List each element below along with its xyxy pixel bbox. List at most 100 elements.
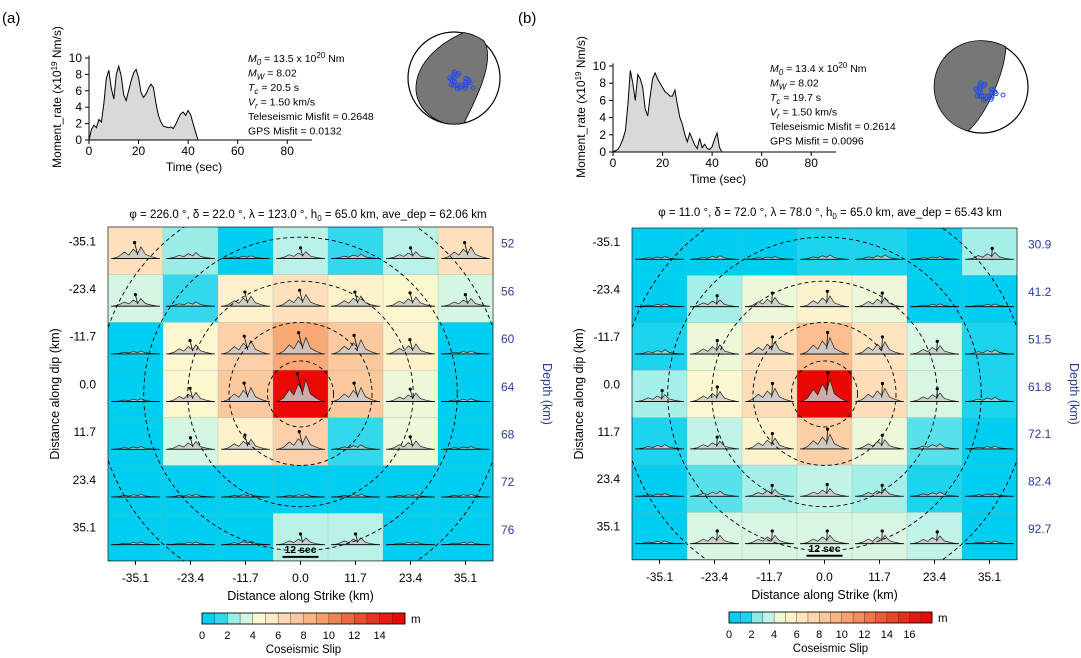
rake-arrow-head xyxy=(660,388,664,393)
rake-arrow-head xyxy=(770,381,775,386)
x-axis-title: Distance along Strike (km) xyxy=(227,589,374,603)
slip-cell xyxy=(631,275,688,324)
colorbar-segment xyxy=(807,611,820,624)
x-axis-title: Time (sec) xyxy=(166,160,222,174)
slip-cell xyxy=(327,465,384,514)
subfault-stf xyxy=(691,299,738,308)
slip-cell xyxy=(382,226,439,276)
slip-cell xyxy=(961,322,1018,371)
subfault-stf xyxy=(277,336,324,355)
slip-cell xyxy=(631,322,688,371)
y-tick-label: 23.4 xyxy=(597,472,621,486)
colorbar-tick-label: 8 xyxy=(300,630,306,642)
y-tick-label: 10 xyxy=(593,59,607,73)
y-tick-label: -11.7 xyxy=(594,330,621,344)
colorbar-segment xyxy=(740,611,753,624)
y-tick-label: 35.1 xyxy=(597,520,621,534)
slip-cell xyxy=(631,464,688,513)
colorbar-segment xyxy=(277,612,292,625)
subfault-waveforms xyxy=(635,246,1014,545)
slip-cell xyxy=(217,274,274,323)
rake-arrow-head xyxy=(826,371,830,375)
rake-arrow-head xyxy=(188,339,192,343)
subfault-stf xyxy=(222,295,269,307)
subfault-stf xyxy=(387,296,434,307)
y-tick-label: -35.1 xyxy=(69,234,97,248)
rake-arrow xyxy=(771,383,773,398)
y-tick-label: 10 xyxy=(69,51,83,65)
rake-arrow xyxy=(244,291,249,304)
slip-cell xyxy=(961,275,1018,324)
colorbar-segment xyxy=(366,612,381,625)
station-marker xyxy=(988,96,994,102)
rake-arrow xyxy=(716,340,718,352)
station-marker xyxy=(973,86,979,92)
colorbar-tick-label: 10 xyxy=(323,630,335,642)
colorbar-segment xyxy=(875,611,888,624)
x-tick-label: 0.0 xyxy=(816,570,833,584)
colorbar-tick-label: 2 xyxy=(224,630,230,642)
slip-cell xyxy=(162,369,219,419)
y-tick-label: -23.4 xyxy=(593,283,621,297)
y-tick-label: 0.0 xyxy=(603,377,620,391)
slip-cell xyxy=(327,417,384,466)
subfault-stf xyxy=(387,440,434,450)
rake-arrow-head xyxy=(935,339,939,343)
rake-arrow xyxy=(771,433,773,446)
slip-cell xyxy=(906,512,963,561)
rake-arrow xyxy=(881,336,883,351)
subfault-stf xyxy=(801,534,848,545)
subfault-stf xyxy=(856,439,903,450)
colorbar-segment xyxy=(290,612,305,625)
slip-cell xyxy=(741,512,798,561)
colorbar-tick-label: 0 xyxy=(726,629,732,641)
slip-cell xyxy=(382,465,439,514)
colorbar-segment xyxy=(341,612,355,625)
slip-cell xyxy=(631,227,688,276)
y-tick-label: -23.4 xyxy=(69,282,97,296)
slip-cell xyxy=(272,465,329,514)
rake-arrow-head xyxy=(462,240,467,245)
rake-arrow-head xyxy=(132,240,137,245)
slip-cell xyxy=(796,512,853,561)
rake-arrow xyxy=(353,335,359,350)
depth-axis-title: Depth (km) xyxy=(1067,363,1081,425)
slip-cell xyxy=(851,227,908,276)
subfault-stf xyxy=(746,534,793,545)
rake-arrow-head xyxy=(715,385,719,389)
y-tick-label: 11.7 xyxy=(598,425,621,439)
depth-tick-label: 60 xyxy=(501,332,515,346)
y-title-tail: Nm/s) xyxy=(574,36,588,71)
panel-letter: (b) xyxy=(518,10,536,27)
rake-arrow-head xyxy=(770,529,774,533)
subfault-stf xyxy=(387,251,434,259)
subfault-stf xyxy=(856,387,903,403)
rake-arrow-head xyxy=(188,436,192,440)
x-tick-label: 35.1 xyxy=(978,570,1002,584)
subfault-stf xyxy=(332,339,379,355)
colorbar-segment xyxy=(841,611,854,624)
depth-tick-label: 51.5 xyxy=(1028,332,1052,346)
slip-cell xyxy=(382,417,439,466)
colorbar-frame xyxy=(728,611,933,624)
depth-tick-label: 61.8 xyxy=(1028,380,1052,394)
slip-cell xyxy=(961,512,1018,561)
colorbar-segment xyxy=(328,612,343,625)
slip-cell xyxy=(327,226,384,276)
rake-arrow xyxy=(771,293,773,304)
colorbar-segment xyxy=(909,611,922,624)
stat-unit: Nm xyxy=(325,53,345,65)
rake-arrow-head xyxy=(408,387,412,391)
colorbar-segment xyxy=(762,611,775,624)
rake-arrow-head xyxy=(880,335,885,339)
colorbar: 0 2 4 6 8 10 12 14 m Coseismic Slip xyxy=(199,612,421,656)
slip-cell xyxy=(327,513,384,562)
slip-cell xyxy=(906,464,963,513)
stat-name: M xyxy=(248,68,257,80)
colorbar-unit: m xyxy=(938,613,948,625)
stat-sub: 0 xyxy=(779,68,784,77)
stat-name: T xyxy=(248,82,256,94)
subfault-stf xyxy=(856,534,903,545)
